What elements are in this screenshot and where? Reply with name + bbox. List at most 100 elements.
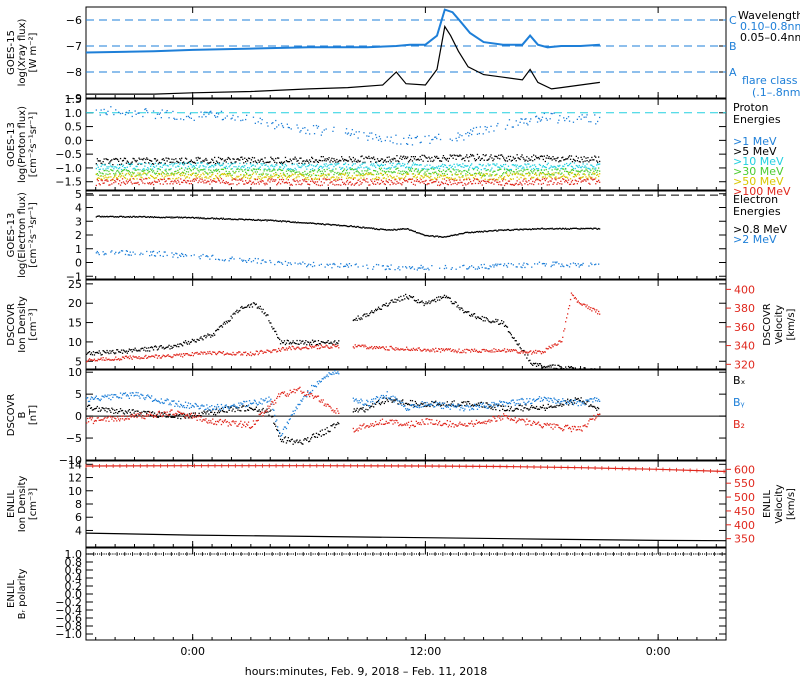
- data-point: [541, 155, 544, 158]
- data-point: [552, 261, 554, 263]
- data-point: [404, 163, 406, 165]
- data-point: [205, 337, 207, 339]
- data-point: [567, 156, 570, 158]
- data-point: [335, 180, 337, 182]
- data-point: [372, 311, 374, 314]
- data-point: [324, 224, 326, 226]
- data-point: [242, 218, 244, 220]
- data-point: [426, 157, 428, 159]
- data-point: [125, 173, 128, 175]
- data-point: [230, 163, 232, 165]
- data-point: [557, 168, 559, 170]
- data-point: [190, 117, 192, 119]
- data-point: [169, 355, 171, 357]
- data-point: [279, 220, 282, 222]
- data-point: [430, 160, 432, 162]
- data-point: [536, 168, 539, 170]
- data-point: [316, 163, 319, 166]
- data-point: [444, 164, 447, 166]
- data-point: [158, 168, 160, 170]
- data-point: [123, 350, 126, 352]
- data-point: [442, 236, 445, 238]
- data-point: [113, 173, 115, 175]
- data-point: [453, 303, 455, 305]
- data-point: [199, 258, 201, 260]
- data-point: [518, 157, 520, 160]
- data-point: [320, 263, 322, 265]
- data-point: [463, 264, 465, 266]
- data-point: [387, 170, 389, 172]
- data-point: [596, 171, 598, 173]
- data-point: [260, 181, 262, 183]
- data-point: [393, 170, 395, 173]
- data-point: [104, 359, 106, 361]
- series-dscovr_density-1: [86, 292, 601, 363]
- data-point: [208, 162, 210, 164]
- data-point: [392, 301, 394, 303]
- data-point: [476, 316, 479, 318]
- data-point: [88, 358, 91, 360]
- data-point: [150, 183, 152, 185]
- data-point: [269, 219, 271, 221]
- data-point: [289, 184, 291, 186]
- data-point: [392, 162, 394, 164]
- data-point: [597, 181, 599, 183]
- data-point: [567, 158, 569, 160]
- data-point: [104, 179, 106, 182]
- data-point: [285, 347, 288, 349]
- data-point: [149, 356, 151, 358]
- data-point: [478, 156, 480, 158]
- data-point: [379, 159, 382, 162]
- data-point: [394, 158, 396, 160]
- data-point: [156, 357, 159, 359]
- data-point: [284, 220, 287, 222]
- data-point: [407, 143, 409, 145]
- data-point: [149, 350, 151, 352]
- data-point: [420, 233, 422, 235]
- data-point: [175, 344, 177, 347]
- data-point: [561, 263, 563, 265]
- data-point: [541, 166, 544, 168]
- data-point: [563, 168, 565, 170]
- data-point: [131, 183, 133, 185]
- data-point: [105, 168, 107, 170]
- legend-entry: >10 MeV: [733, 155, 784, 168]
- data-point: [135, 169, 137, 171]
- data-point: [196, 217, 198, 219]
- data-point: [524, 169, 526, 171]
- data-point: [425, 179, 427, 182]
- data-point: [538, 179, 541, 181]
- data-point: [316, 181, 319, 183]
- data-point: [583, 116, 585, 118]
- data-point: [404, 349, 406, 351]
- data-point: [214, 115, 216, 117]
- data-point: [183, 169, 186, 171]
- data-point: [439, 184, 441, 187]
- data-point: [323, 182, 325, 184]
- data-point: [263, 168, 265, 170]
- data-point: [378, 135, 381, 138]
- data-point: [436, 173, 438, 175]
- data-point: [376, 164, 379, 166]
- data-point: [492, 351, 494, 353]
- data-point: [261, 174, 263, 176]
- data-point: [312, 341, 315, 343]
- data-point: [121, 178, 124, 180]
- data-point: [205, 353, 207, 355]
- data-point: [135, 216, 137, 218]
- data-point: [419, 177, 421, 179]
- data-point: [183, 216, 185, 219]
- data-point: [264, 219, 266, 221]
- data-point: [281, 164, 284, 166]
- data-point: [238, 218, 240, 220]
- data-point: [521, 266, 523, 269]
- data-point: [522, 350, 524, 352]
- data-point: [400, 165, 402, 167]
- data-point: [341, 225, 343, 227]
- data-point: [558, 340, 560, 342]
- data-point: [374, 228, 376, 230]
- data-point: [372, 138, 374, 140]
- data-point: [119, 251, 121, 253]
- data-point: [242, 119, 244, 121]
- data-point: [515, 166, 517, 168]
